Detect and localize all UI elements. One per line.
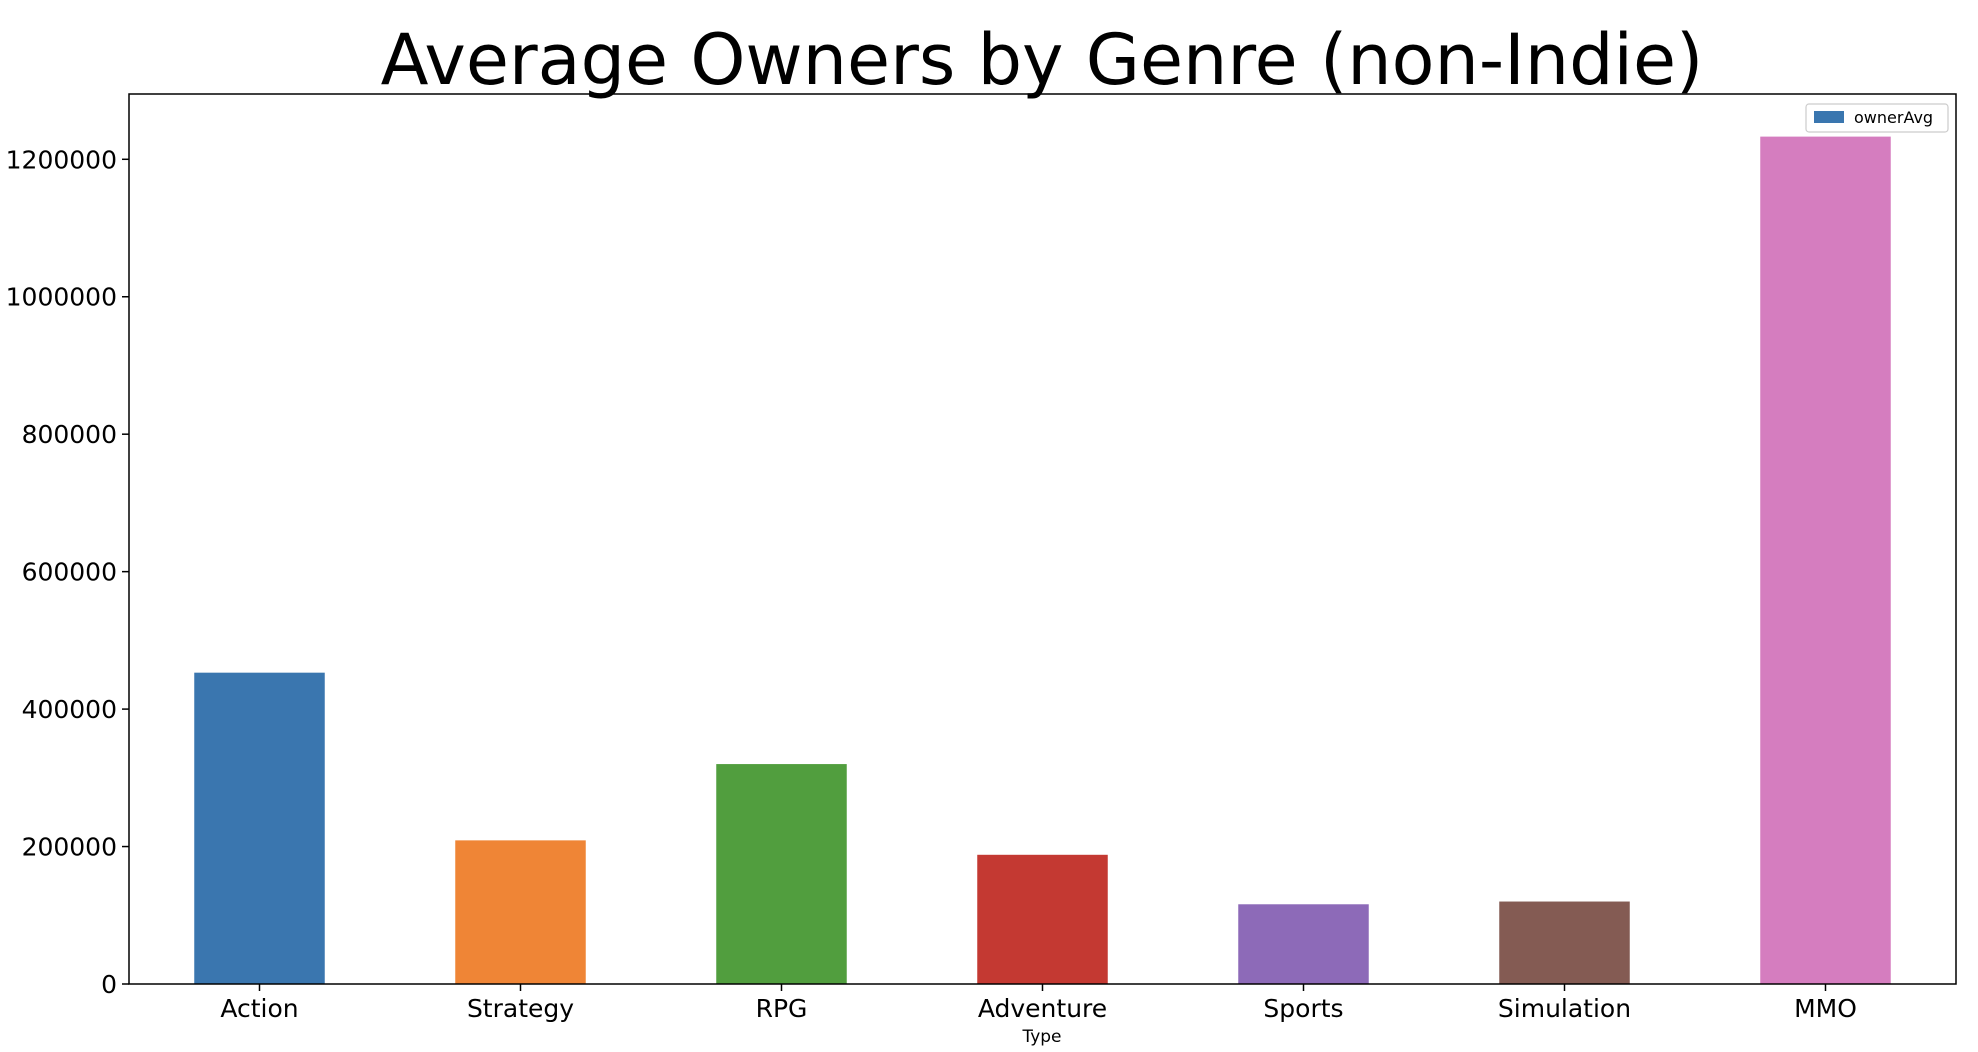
x-axis-label: Type bbox=[1021, 1027, 1061, 1047]
y-tick-label: 800000 bbox=[22, 420, 117, 449]
y-tick-label: 0 bbox=[101, 970, 117, 999]
plot-area-frame bbox=[128, 93, 1957, 985]
x-tick-label: Action bbox=[220, 994, 298, 1023]
x-tick-label: Strategy bbox=[467, 994, 574, 1023]
x-axis: Action Strategy RPG Adventure Sports Simulati… bbox=[220, 984, 1857, 1023]
x-tick-label: Adventure bbox=[978, 994, 1107, 1023]
x-tick-label: RPG bbox=[756, 994, 808, 1023]
bars-layer bbox=[194, 136, 1891, 984]
y-tick-label: 400000 bbox=[22, 695, 117, 724]
x-tick-label: MMO bbox=[1794, 994, 1857, 1023]
bar-strategy bbox=[455, 840, 586, 984]
legend-label: ownerAvg bbox=[1854, 108, 1933, 127]
bar-sports bbox=[1238, 904, 1369, 984]
bar-simulation bbox=[1499, 901, 1630, 984]
bar-action bbox=[194, 672, 325, 984]
legend-swatch bbox=[1814, 111, 1844, 123]
x-tick-label: Sports bbox=[1263, 994, 1343, 1023]
y-tick-label: 200000 bbox=[22, 833, 117, 862]
y-tick-label: 1000000 bbox=[6, 283, 117, 312]
x-tick-label: Simulation bbox=[1498, 994, 1631, 1023]
bar-mmo bbox=[1760, 136, 1891, 984]
y-axis: 0 200000 400000 600000 800000 1000000 1200000 bbox=[6, 145, 129, 999]
y-tick-label: 600000 bbox=[22, 558, 117, 587]
legend: ownerAvg bbox=[1805, 103, 1949, 133]
bar-rpg bbox=[716, 764, 847, 984]
y-tick-label: 1200000 bbox=[6, 145, 117, 174]
bar-adventure bbox=[977, 854, 1108, 984]
chart-title: Average Owners by Genre (non-Indie) bbox=[381, 19, 1704, 101]
